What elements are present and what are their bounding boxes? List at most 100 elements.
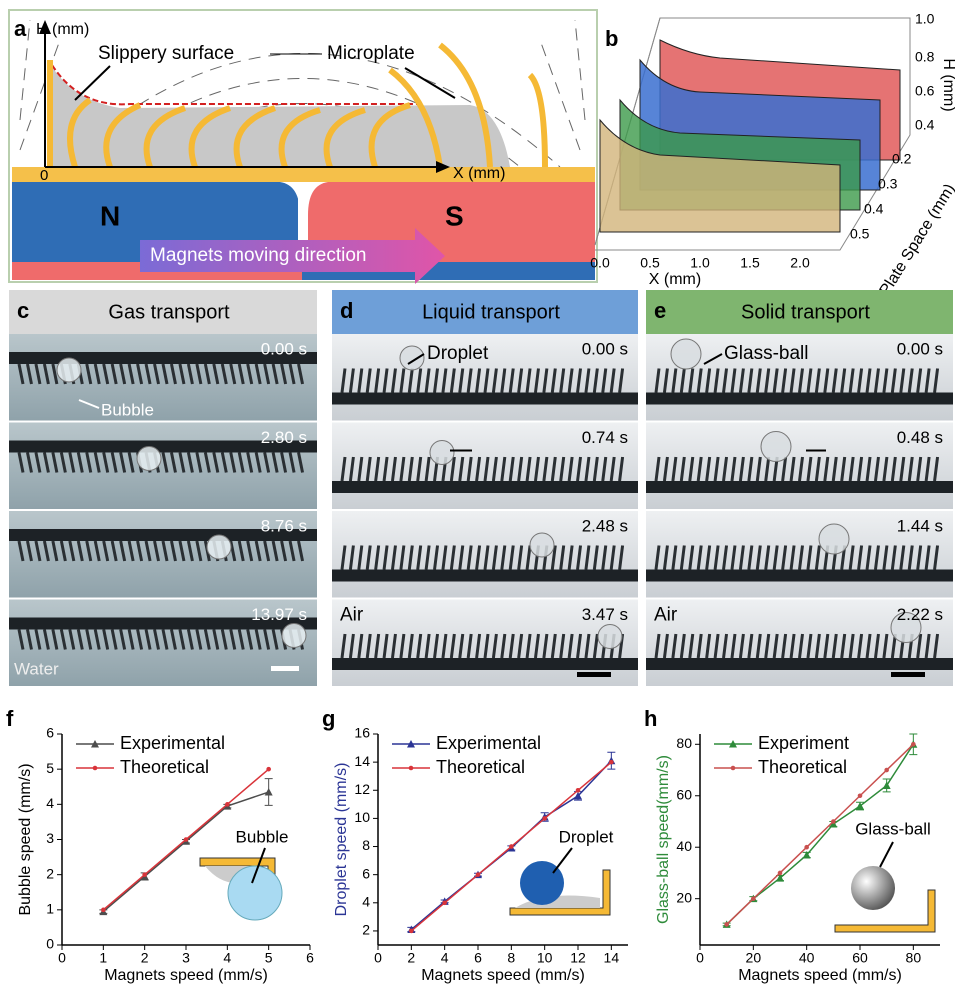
legend-label: Theoretical	[120, 757, 209, 777]
droplet	[530, 533, 554, 557]
marker	[542, 816, 547, 821]
x-tick-label: 6	[474, 950, 482, 966]
panel-label: f	[6, 706, 14, 731]
y-tick-label: 3	[46, 830, 54, 846]
y-tick-label: 6	[362, 865, 370, 881]
time-label: 2.80 s	[261, 428, 307, 447]
y-axis-label: H (mm)	[36, 21, 89, 38]
substrate	[332, 570, 638, 582]
y-tick-label: 2	[46, 865, 54, 881]
annotation: Slippery surface	[98, 43, 234, 64]
z-axis-label: H (mm)	[940, 58, 955, 111]
medium-label: Air	[654, 605, 678, 626]
y-tick-label: 8	[362, 837, 370, 853]
inset-label: Bubble	[236, 827, 289, 846]
y-tick-label: 0	[46, 936, 54, 952]
annotation: Bubble	[101, 400, 154, 419]
panel-label: c	[17, 298, 29, 323]
x-tick-label: 4	[441, 950, 449, 966]
legend-label: Experimental	[120, 733, 225, 753]
tick-label: 2.0	[790, 255, 810, 271]
marker	[724, 922, 729, 927]
marker	[884, 768, 889, 773]
panel-label: a	[14, 16, 27, 41]
marker	[509, 844, 514, 849]
figure: a H (mm) X (mm) 0 Slippery surface Micro…	[0, 0, 955, 984]
tick-label: 0.5	[640, 255, 660, 271]
y-tick-label: 6	[46, 725, 54, 741]
x-axis-label: Magnets speed (mm/s)	[421, 967, 585, 984]
marker	[831, 819, 836, 824]
annotation: Glass-ball	[724, 343, 808, 364]
marker	[442, 901, 447, 906]
annotation: Microplate	[327, 43, 415, 64]
marker	[911, 742, 916, 747]
x-tick-label: 0	[696, 950, 704, 966]
marker	[576, 788, 581, 793]
time-label: 8.76 s	[261, 516, 307, 535]
x-tick-label: 4	[223, 950, 231, 966]
y-tick-label: 60	[676, 786, 692, 802]
pointer	[553, 848, 572, 873]
x-axis-label: Magnets speed (mm/s)	[104, 967, 268, 984]
tick-label: 1.0	[915, 11, 935, 27]
bubble	[282, 624, 306, 648]
bubble	[57, 358, 81, 382]
y-tick-label: 80	[676, 735, 692, 751]
x-tick-label: 2	[141, 950, 149, 966]
page: a H (mm) X (mm) 0 Slippery surface Micro…	[0, 0, 955, 984]
marker	[101, 908, 106, 913]
droplet	[598, 625, 622, 649]
header: Gas transport	[108, 301, 230, 323]
medium-label: Water	[14, 659, 59, 678]
time-label: 2.48 s	[582, 516, 628, 535]
y-tick-label: 4	[46, 795, 54, 811]
legend-label: Experimental	[436, 733, 541, 753]
y-tick-label: 10	[354, 809, 370, 825]
panel-label: d	[340, 298, 353, 323]
x-tick-label: 14	[604, 950, 620, 966]
x-tick-label: 12	[570, 950, 586, 966]
panel-label: g	[322, 706, 335, 731]
tick-label: 0.2	[892, 151, 912, 167]
y-tick-label: 16	[354, 725, 370, 741]
medium-label: Air	[340, 605, 364, 626]
x-axis-label: X (mm)	[649, 271, 701, 288]
x-axis-label: Magnets speed (mm/s)	[738, 967, 902, 984]
marker	[751, 896, 756, 901]
ball	[761, 432, 791, 462]
legend-label: Theoretical	[436, 757, 525, 777]
scale-bar	[891, 672, 925, 677]
substrate	[646, 658, 953, 670]
substrate	[332, 393, 638, 405]
legend-label: Experiment	[758, 733, 849, 753]
time-label: 0.00 s	[897, 339, 943, 358]
time-label: 0.00 s	[582, 339, 628, 358]
y-tick-label: 14	[354, 753, 370, 769]
panel-a: a H (mm) X (mm) 0 Slippery surface Micro…	[9, 10, 597, 284]
substrate	[646, 570, 953, 582]
droplet	[430, 441, 454, 465]
tick-label: 1.0	[690, 255, 710, 271]
time-label: 0.48 s	[897, 428, 943, 447]
marker	[804, 845, 809, 850]
droplet	[400, 346, 424, 370]
marker	[266, 767, 271, 772]
time-label: 3.47 s	[582, 605, 628, 624]
header: Solid transport	[741, 301, 870, 323]
base-bar	[12, 167, 595, 182]
y-tick-label: 5	[46, 760, 54, 776]
bubble	[207, 535, 231, 559]
x-tick-label: 2	[407, 950, 415, 966]
x-tick-label: 60	[852, 950, 868, 966]
tick-label: 0.6	[915, 83, 935, 99]
time-label: 0.74 s	[582, 428, 628, 447]
tick-label: 0.5	[850, 226, 870, 242]
ball	[851, 866, 895, 910]
tick-label: 0.0	[590, 255, 610, 271]
x-tick-label: 0	[374, 950, 382, 966]
x-tick-label: 6	[306, 950, 314, 966]
legend-marker	[731, 766, 736, 771]
legend-label: Theoretical	[758, 757, 847, 777]
marker	[409, 929, 414, 934]
